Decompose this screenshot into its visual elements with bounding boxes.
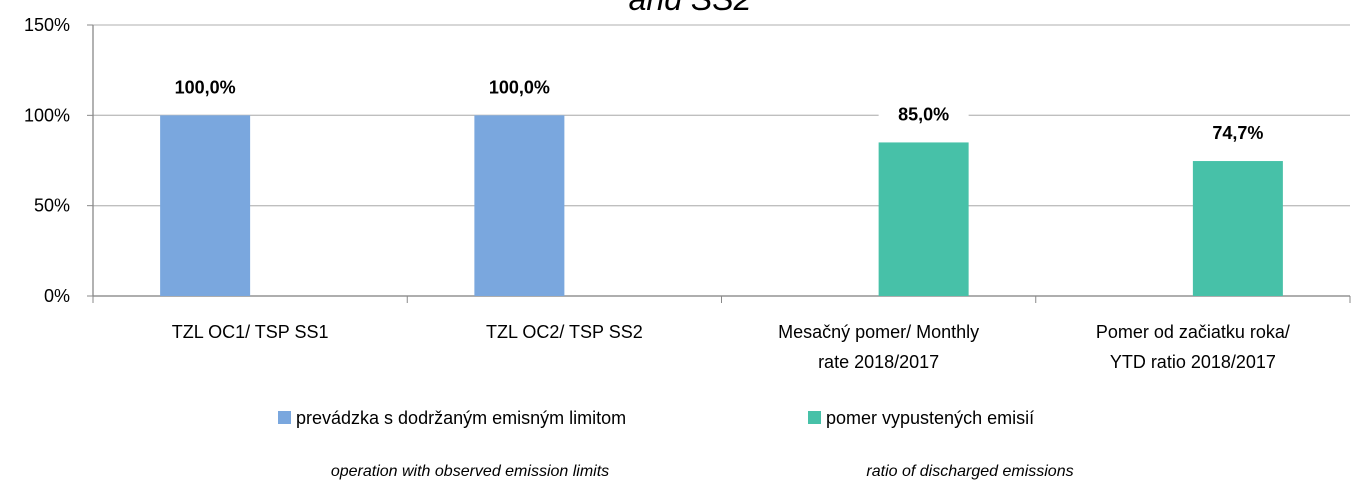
x-tick-label: Pomer od začiatku roka/: [1096, 322, 1290, 342]
x-tick-label: TZL OC2/ TSP SS2: [486, 322, 643, 342]
value-label: 100,0%: [489, 77, 550, 97]
bar: [878, 142, 969, 296]
legend-note: ratio of discharged emissions: [866, 463, 1073, 480]
value-label-bg: [1192, 119, 1283, 146]
bar: [474, 115, 565, 296]
bar: [160, 115, 251, 296]
y-tick-label: 0%: [44, 286, 70, 306]
value-label-bg: [878, 100, 969, 127]
value-label-bg: [474, 73, 565, 100]
x-tick-label: TZL OC1/ TSP SS1: [172, 322, 329, 342]
x-tick-label: rate 2018/2017: [818, 352, 939, 372]
y-tick-label: 50%: [34, 196, 70, 216]
legend-note: operation with observed emission limits: [331, 463, 609, 480]
legend-label: pomer vypustených emisií: [826, 408, 1034, 428]
y-tick-label: 100%: [24, 105, 70, 125]
legend-swatch: [278, 411, 291, 424]
legend-label: prevádzka s dodržaným emisným limitom: [296, 408, 626, 428]
value-label: 74,7%: [1212, 123, 1263, 143]
chart-title: and SS2: [629, 0, 752, 17]
x-tick-label: Mesačný pomer/ Monthly: [778, 322, 979, 342]
legend-swatch: [808, 411, 821, 424]
value-label-bg: [160, 73, 251, 100]
value-label: 100,0%: [175, 77, 236, 97]
x-tick-label: YTD ratio 2018/2017: [1110, 352, 1276, 372]
bar: [1192, 161, 1283, 296]
value-label: 85,0%: [898, 104, 949, 124]
y-tick-label: 150%: [24, 15, 70, 35]
